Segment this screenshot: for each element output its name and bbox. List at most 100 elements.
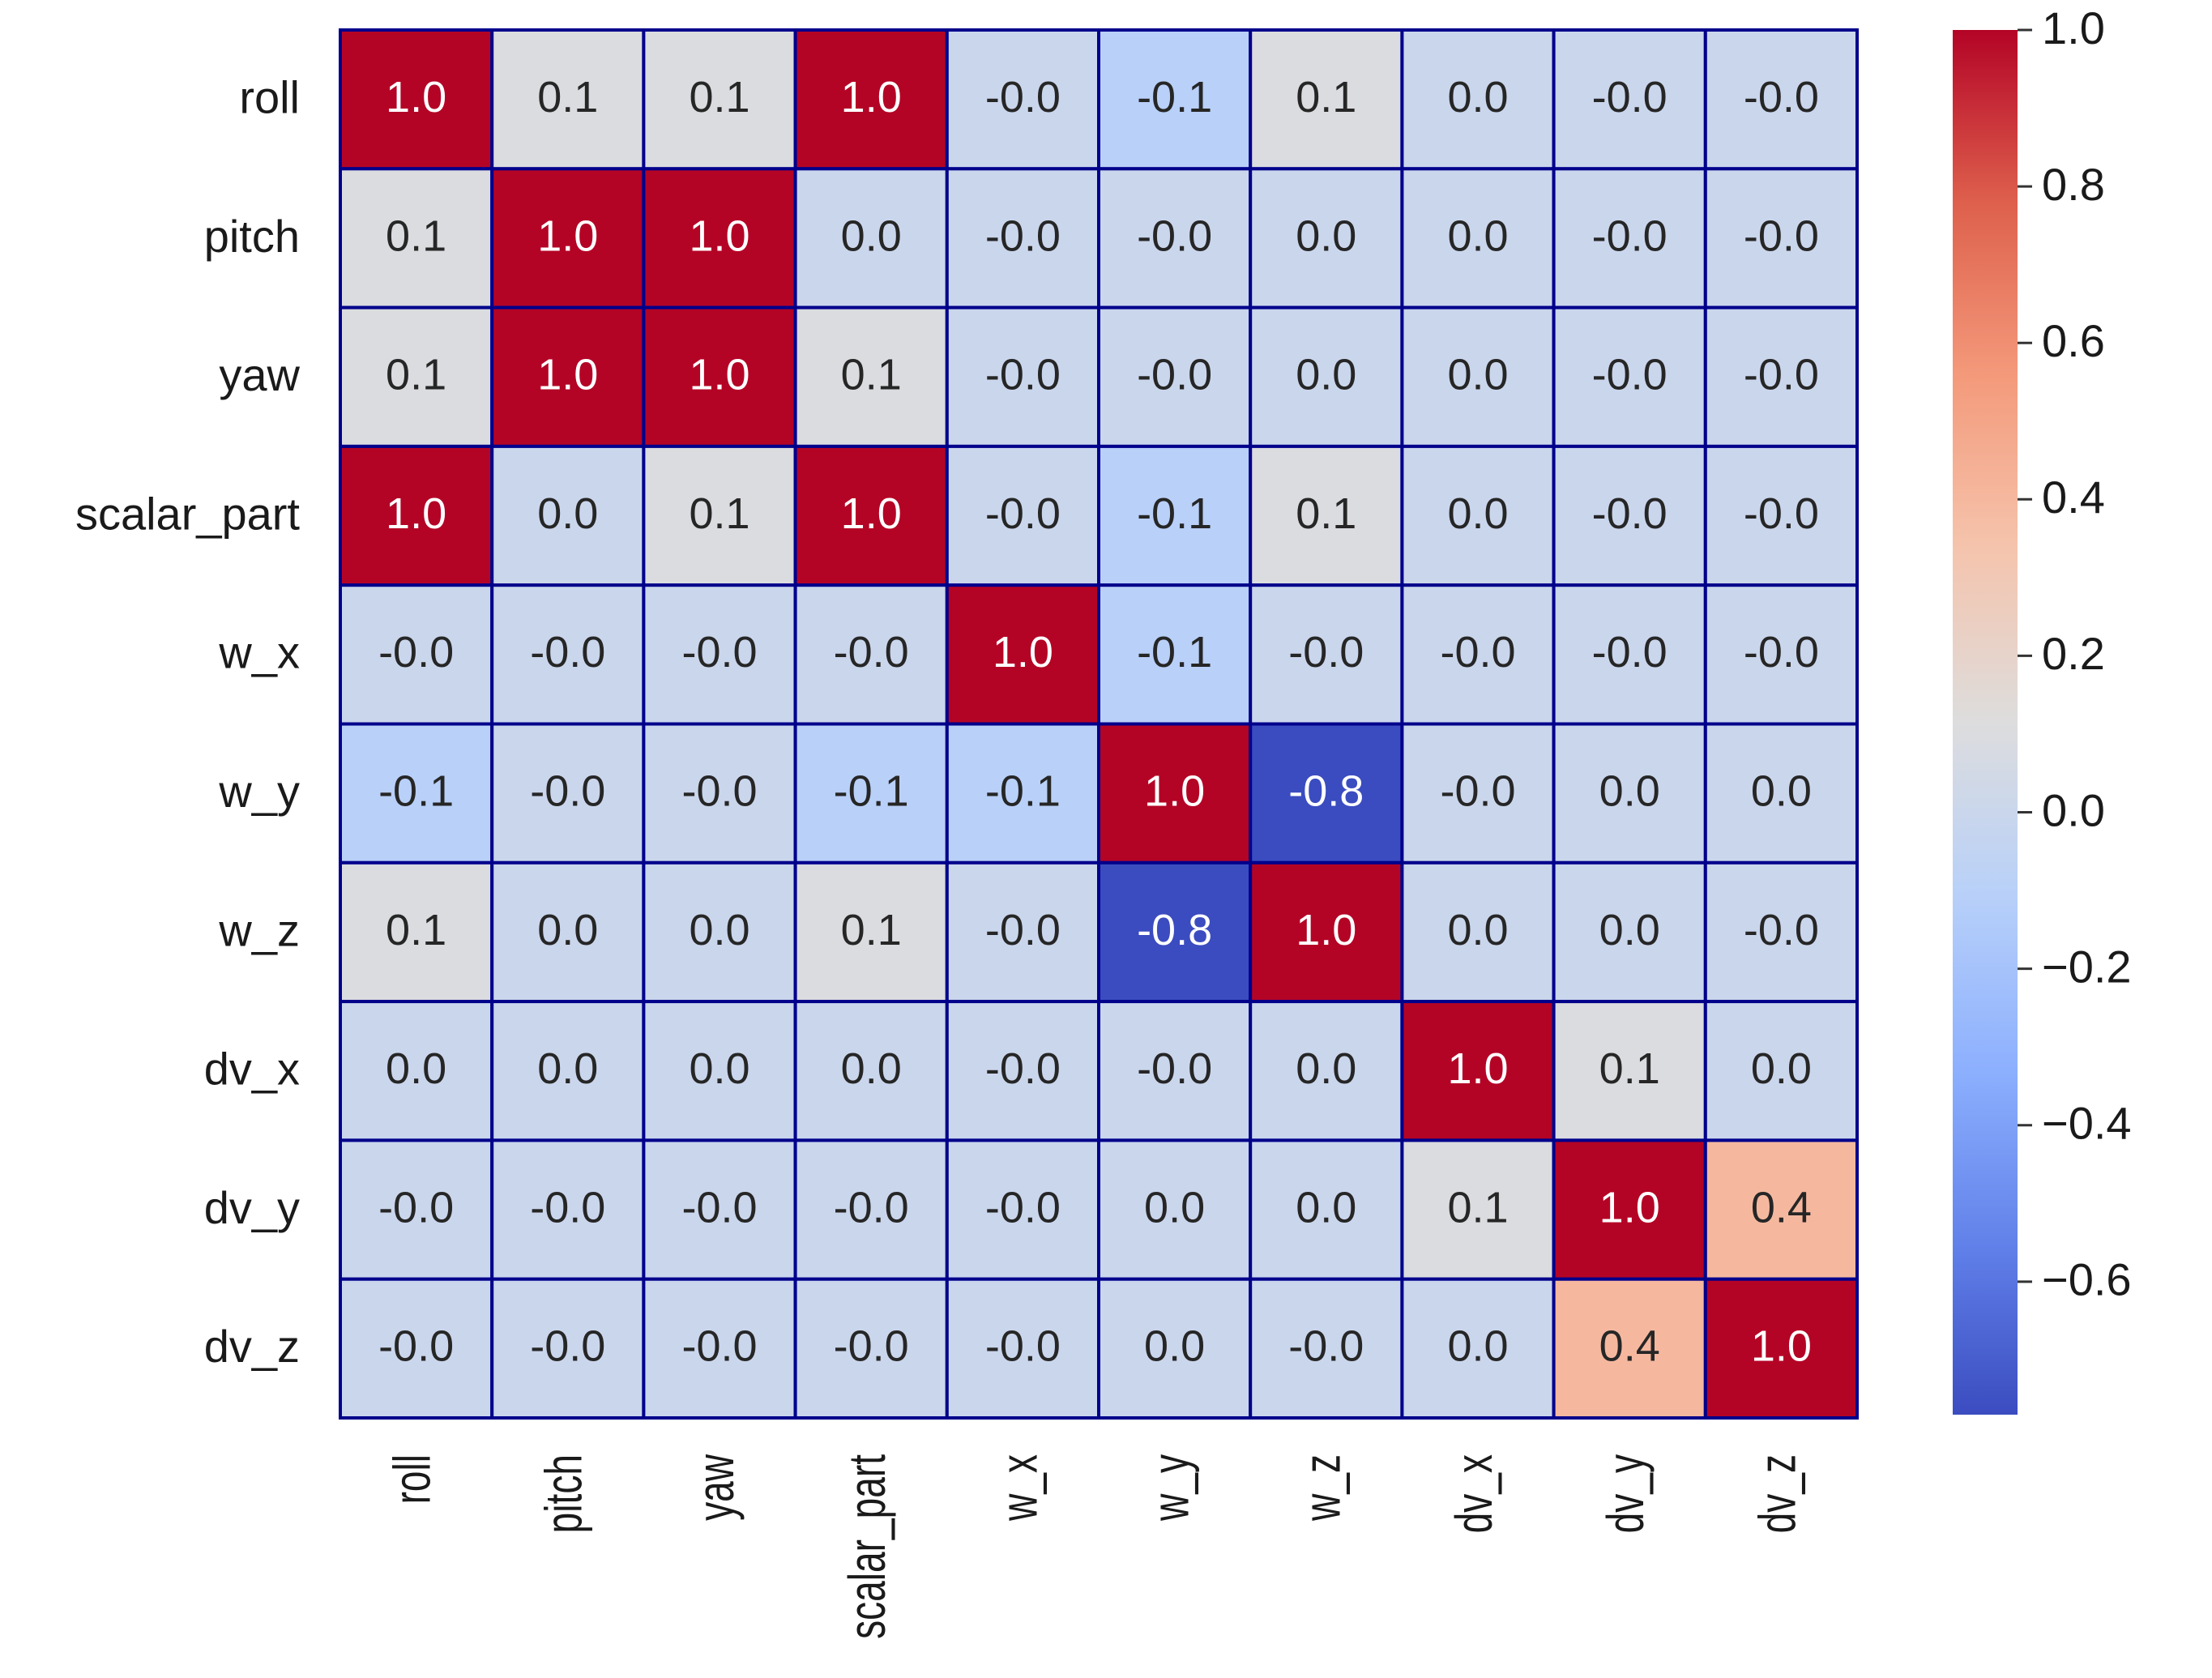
colorbar-gradient: [1953, 30, 2018, 1415]
cell-value-label: 0.0: [386, 1044, 446, 1093]
cell-value-label: 0.0: [1296, 351, 1356, 399]
row-labels: roll pitch yaw scalar_part w_x w_y w_z dv_x dv_y…: [75, 71, 301, 1372]
cell-value-label: -0.8: [1137, 906, 1212, 954]
cell-value-label: 1.0: [841, 73, 902, 122]
cell-value-label: 0.1: [386, 211, 446, 260]
cell-value-label: -0.1: [378, 766, 454, 815]
heatmap-cell: [945, 1000, 1101, 1142]
cell-value-label: -0.0: [530, 1183, 605, 1232]
heatmap-cell: [1097, 1277, 1253, 1420]
heatmap-cell: [1703, 28, 1860, 171]
cell-value-label: 0.1: [689, 489, 749, 538]
cell-value-label: -0.0: [1744, 351, 1819, 399]
heatmap-cell: [1249, 1277, 1404, 1420]
cell-value-label: -0.0: [834, 1322, 909, 1371]
cell-value-label: 0.0: [1447, 211, 1508, 260]
heatmap-cell: [1400, 583, 1556, 726]
heatmap-cell: [339, 860, 494, 1004]
colorbar-tick-label: 0.4: [2042, 472, 2105, 523]
heatmap-cell: [339, 1277, 494, 1420]
cell-value-label: -0.0: [834, 1183, 909, 1232]
heatmap-cell: [793, 1138, 949, 1281]
column-label: yaw: [687, 1454, 745, 1521]
heatmap-cell: [1097, 1000, 1253, 1142]
cell-value-label: 0.0: [841, 1044, 902, 1093]
cell-value-label: 0.0: [537, 489, 598, 538]
cell-value-label: -0.0: [1744, 211, 1819, 260]
cell-value-label: -0.0: [1288, 628, 1364, 677]
heatmap-cell: [1703, 1138, 1860, 1281]
cell-value-label: 1.0: [1144, 766, 1205, 815]
colorbar-tick-label: 0.0: [2042, 784, 2105, 835]
heatmap-cell: [1703, 305, 1860, 448]
cell-value-label: 1.0: [537, 351, 598, 399]
heatmap-cell: [1552, 167, 1707, 310]
cell-value-label: 1.0: [841, 489, 902, 538]
cell-value-label: -0.0: [1440, 628, 1515, 677]
cell-value-label: -0.0: [985, 73, 1061, 122]
heatmap-cell: [642, 1138, 797, 1281]
cell-value-label: 1.0: [993, 628, 1053, 677]
cell-value-label: 0.0: [841, 211, 902, 260]
heatmap-cell: [1249, 305, 1404, 448]
cell-value-label: 1.0: [1296, 906, 1356, 954]
cell-value-label: -0.0: [1288, 1322, 1364, 1371]
cell-value-label: 0.1: [841, 906, 902, 954]
cell-value-label: -0.0: [681, 1183, 757, 1232]
heatmap-cell: [490, 28, 646, 171]
cell-value-label: -0.1: [1137, 73, 1212, 122]
cell-value-label: 1.0: [386, 73, 446, 122]
heatmap-cell: [1703, 583, 1860, 726]
cell-value-label: -0.0: [1592, 73, 1668, 122]
heatmap-cell: [1097, 583, 1253, 726]
heatmap-cell: [1097, 167, 1253, 310]
cell-value-label: -0.0: [1744, 628, 1819, 677]
heatmap-cell: [1249, 583, 1404, 726]
cell-value-label: -0.0: [1137, 351, 1212, 399]
heatmap-cell: [1249, 860, 1404, 1004]
row-label: dv_x: [204, 1044, 300, 1095]
cell-value-label: 0.4: [1751, 1183, 1812, 1232]
heatmap-cell: [1552, 860, 1707, 1004]
heatmap-cell: [490, 1000, 646, 1142]
heatmap-cell: [1400, 1277, 1556, 1420]
cell-value-label: 0.0: [1447, 351, 1508, 399]
cell-value-label: -0.0: [985, 211, 1061, 260]
cell-value-label: -0.0: [681, 1322, 757, 1371]
heatmap-cell: [945, 583, 1101, 726]
cell-value-label: -0.0: [985, 1322, 1061, 1371]
cell-value-label: -0.0: [378, 1183, 454, 1232]
colorbar-tick-label: 0.6: [2042, 315, 2105, 366]
cell-value-label: 0.1: [1296, 489, 1356, 538]
cell-value-label: 0.1: [841, 351, 902, 399]
cell-value-label: 0.0: [1447, 906, 1508, 954]
cell-value-label: -0.0: [1592, 628, 1668, 677]
cell-value-label: -0.0: [985, 1044, 1061, 1093]
heatmap-cell: [1552, 305, 1707, 448]
heatmap-cell: [339, 28, 494, 171]
cell-value-label: -0.0: [985, 906, 1061, 954]
cell-value-label: 1.0: [386, 489, 446, 538]
cell-value-label: 0.1: [689, 73, 749, 122]
column-label: dv_x: [1445, 1454, 1503, 1533]
heatmap-cell: [1703, 1277, 1860, 1420]
heatmap-cell: [642, 305, 797, 448]
cell-value-label: 0.1: [386, 351, 446, 399]
cell-value-label: 0.1: [537, 73, 598, 122]
heatmap-cell: [1249, 444, 1404, 587]
cell-value-label: -0.0: [1592, 211, 1668, 260]
heatmap-cell: [793, 1277, 949, 1420]
column-label: dv_z: [1749, 1454, 1806, 1533]
heatmap-cell: [945, 1138, 1101, 1281]
cell-value-label: -0.0: [530, 1322, 605, 1371]
cell-value-label: -0.0: [1744, 906, 1819, 954]
row-label: roll: [239, 71, 300, 122]
cell-value-label: 1.0: [1599, 1183, 1660, 1232]
heatmap-cell: [1097, 28, 1253, 171]
heatmap-cell: [793, 1000, 949, 1142]
cell-value-label: -0.0: [681, 766, 757, 815]
cell-value-label: 0.1: [1599, 1044, 1660, 1093]
heatmap-cell: [339, 444, 494, 587]
heatmap-cell: [945, 1277, 1101, 1420]
column-label: w_x: [990, 1454, 1048, 1522]
